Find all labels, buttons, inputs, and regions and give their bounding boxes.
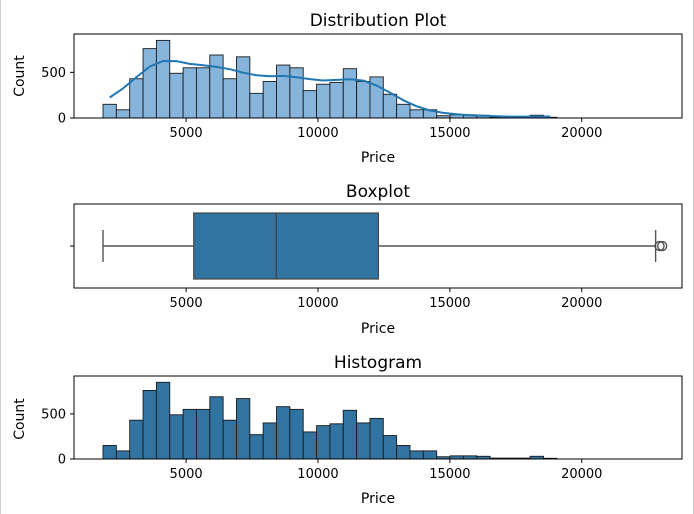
histogram-title: Histogram [334, 353, 422, 373]
x-tick-label: 5000 [170, 296, 203, 311]
x-tick-label: 20000 [561, 467, 602, 482]
x-tick-label: 15000 [429, 126, 470, 141]
histogram-bar [115, 109, 131, 119]
histogram-bars [102, 381, 558, 460]
histogram-bar [396, 445, 411, 460]
histogram-bar [409, 109, 424, 119]
x-tick-label: 20000 [561, 296, 602, 311]
histogram-xlabel: Price [361, 491, 395, 507]
plot-frame [73, 33, 683, 119]
histogram-bar [129, 78, 144, 119]
histogram-bar [182, 67, 197, 119]
histogram-bar [356, 81, 371, 119]
boxplot-panel: Boxplot 5000 10000 15000 20000 Price [70, 182, 683, 337]
histogram-bar [195, 67, 211, 119]
histogram-bar [169, 72, 184, 119]
histogram-bar [102, 445, 117, 460]
x-tick-label: 15000 [429, 296, 470, 311]
histogram-bar [182, 408, 197, 460]
histogram-bar [222, 78, 237, 119]
histogram-bar [195, 408, 211, 460]
histogram-bar [155, 381, 171, 460]
histogram-axes: 5000 10000 15000 20000 0 500 [41, 375, 683, 482]
box-iqr [193, 212, 379, 280]
distribution-plot-ylabel: Count [12, 55, 28, 97]
plot-frame [73, 375, 683, 460]
histogram-bar [222, 419, 237, 460]
histogram-bar [276, 406, 291, 460]
histogram-bar [236, 56, 251, 119]
histogram-bar [289, 67, 304, 119]
distribution-plot-axes: 5000 10000 15000 20000 0 500 [41, 33, 683, 141]
histogram-bar [356, 422, 371, 460]
histogram-bar [262, 81, 277, 119]
histogram-bar [342, 409, 358, 460]
boxplot-title: Boxplot [346, 182, 411, 202]
histogram-bar [142, 389, 157, 460]
plot-frame [73, 203, 683, 289]
histogram-ylabel: Count [12, 398, 28, 440]
histogram-bar [249, 92, 264, 119]
histogram-bar [236, 398, 251, 460]
outlier-point [654, 240, 665, 252]
histogram-bar [329, 81, 344, 119]
distribution-plot-panel: Distribution Plot 5000 10000 15000 20000050… [12, 11, 683, 166]
histogram-bar [369, 417, 384, 460]
histogram-bar [329, 423, 344, 460]
boxplot-marks [102, 212, 668, 280]
y-tick-label: 500 [41, 66, 66, 81]
y-tick-label: 500 [41, 407, 66, 422]
x-tick-label: 15000 [429, 467, 470, 482]
histogram-bar [316, 83, 331, 119]
x-tick-label: 10000 [297, 126, 338, 141]
distribution-plot-bars [102, 39, 558, 119]
y-tick-label: 0 [58, 112, 66, 127]
histogram-bar [409, 450, 424, 460]
histogram-bar [262, 422, 277, 460]
histogram-bar [115, 450, 131, 460]
x-tick-label: 5000 [170, 126, 203, 141]
histogram-bar [342, 68, 358, 119]
histogram-bar [382, 435, 398, 460]
x-tick-label: 20000 [561, 126, 602, 141]
distribution-plot-title: Distribution Plot [310, 11, 447, 31]
histogram-bar [289, 408, 304, 460]
histogram-bar [249, 434, 264, 460]
histogram-bar [142, 48, 157, 119]
outlier-point [657, 240, 668, 252]
boxplot-xlabel: Price [361, 321, 395, 337]
histogram-bar [129, 419, 144, 460]
x-tick-label: 10000 [297, 467, 338, 482]
histogram-bar [169, 414, 184, 460]
distribution-plot-kde [109, 60, 551, 118]
y-tick-label: 0 [58, 453, 66, 468]
histogram-bar [155, 39, 171, 119]
x-tick-label: 5000 [170, 467, 203, 482]
histogram-bar [422, 450, 438, 460]
histogram-bar [276, 64, 291, 119]
histogram-bar [209, 396, 224, 460]
distribution-plot-xlabel: Price [361, 150, 395, 166]
histogram-bar [396, 103, 411, 119]
boxplot-axes: 5000 10000 15000 20000 [70, 203, 683, 311]
histogram-bar [382, 93, 398, 119]
histogram-bar [316, 425, 331, 460]
kde-curve [109, 60, 551, 118]
histogram-bar [102, 103, 117, 119]
x-tick-label: 10000 [297, 296, 338, 311]
histogram-bar [209, 54, 224, 119]
histogram-bar [302, 431, 318, 460]
histogram-bar [302, 90, 318, 119]
